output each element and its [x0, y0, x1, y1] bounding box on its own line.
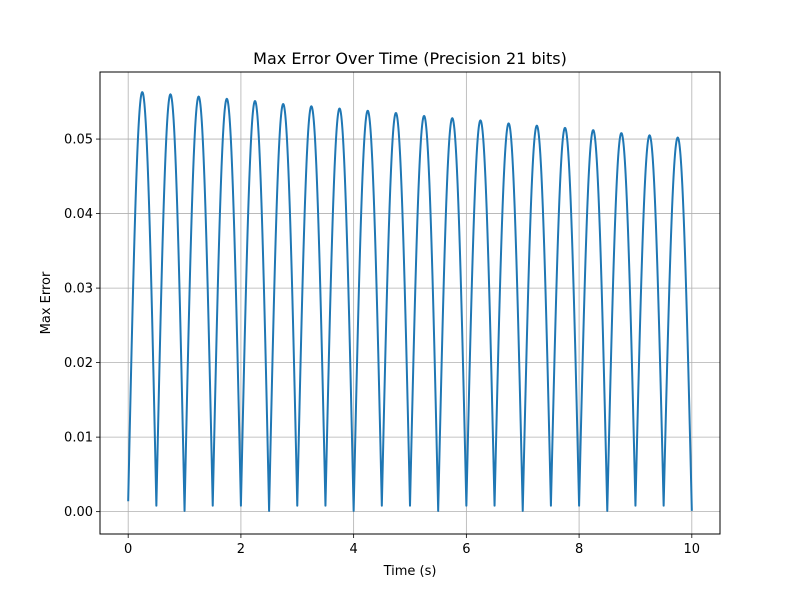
- y-tick-label: 0.00: [64, 505, 93, 520]
- x-tick-label: 0: [124, 542, 132, 557]
- y-tick-label: 0.04: [64, 207, 93, 222]
- series-layer: [127, 91, 693, 512]
- y-axis: 0.00 0.01 0.02 0.03 0.04 0.05: [64, 133, 100, 520]
- series-line: [127, 91, 693, 512]
- y-tick-label: 0.02: [64, 356, 93, 371]
- x-tick-label: 2: [237, 542, 245, 557]
- y-axis-title: Max Error: [39, 271, 54, 334]
- y-tick-label: 0.01: [64, 431, 93, 446]
- x-axis: 0 2 4 6 8 10: [124, 534, 700, 557]
- x-tick-label: 4: [349, 542, 357, 557]
- plot-frame: [99, 71, 721, 535]
- x-tick-label: 8: [575, 542, 583, 557]
- chart-title: Max Error Over Time (Precision 21 bits): [253, 49, 567, 68]
- x-tick-label: 10: [684, 542, 701, 557]
- y-tick-label: 0.03: [64, 282, 93, 297]
- x-axis-title: Time (s): [383, 564, 437, 579]
- x-tick-label: 6: [462, 542, 470, 557]
- y-tick-label: 0.05: [64, 133, 93, 148]
